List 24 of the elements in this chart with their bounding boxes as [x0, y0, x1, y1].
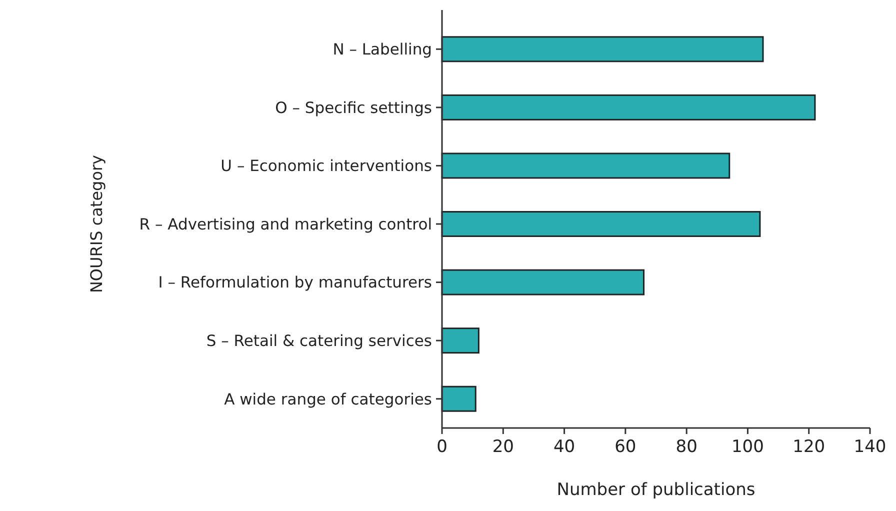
y-tick-label: U – Economic interventions — [220, 157, 432, 176]
x-tick-label: 100 — [731, 437, 764, 457]
bar — [441, 152, 730, 179]
x-tick-label: 120 — [792, 437, 826, 457]
y-tick-label: A wide range of categories — [224, 390, 432, 408]
bar — [441, 328, 480, 354]
y-tick-label: I – Reformulation by manufacturers — [158, 274, 432, 292]
x-tick-label: 60 — [614, 437, 636, 457]
y-tick-label: R – Advertising and marketing control — [139, 215, 432, 234]
y-tick-label: N – Labelling — [332, 40, 432, 59]
bar — [441, 386, 476, 412]
bar — [441, 269, 645, 296]
x-tick-label: 140 — [854, 437, 886, 457]
bar — [441, 36, 764, 62]
bar — [441, 211, 761, 237]
y-axis-title: NOURIS category — [86, 154, 106, 294]
x-axis-title: Number of publications — [556, 480, 756, 500]
y-tick-label: S – Retail & catering services — [206, 332, 432, 350]
bar — [441, 94, 816, 120]
x-tick-label: 0 — [436, 437, 448, 457]
x-tick-label: 20 — [492, 437, 514, 457]
x-tick-label: 80 — [676, 437, 698, 457]
x-tick-label: 40 — [553, 437, 576, 457]
y-tick-label: O – Specific settings — [275, 98, 432, 117]
